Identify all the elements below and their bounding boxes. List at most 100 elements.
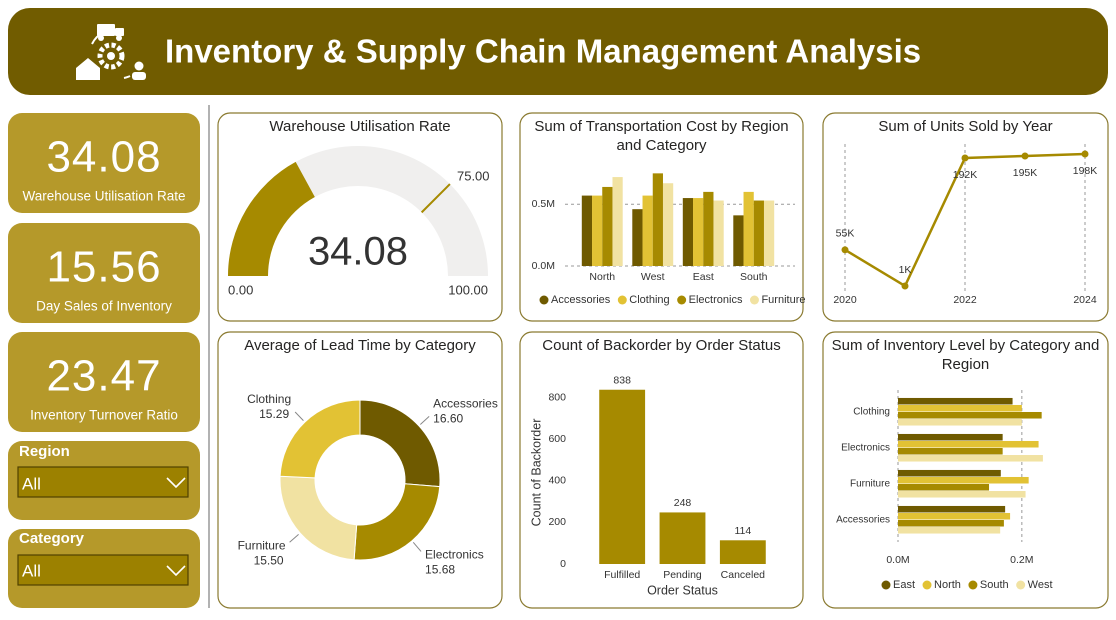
bar (632, 209, 643, 266)
bar (898, 448, 1003, 455)
x-tick-label: North (589, 271, 615, 283)
dropdown-chevron[interactable] (166, 565, 186, 577)
y-tick-label: Electronics (841, 443, 890, 454)
slice-label: Accessories (433, 397, 498, 411)
chart-title: Sum of Inventory Level by Category and R… (831, 337, 1100, 373)
slice-label: Electronics (425, 548, 484, 562)
kpi-label: Day Sales of Inventory (36, 299, 172, 314)
gauge-min-label: 0.00 (228, 282, 253, 297)
bar (703, 191, 714, 266)
y-tick-label: Clothing (853, 407, 890, 418)
bar (898, 484, 990, 491)
slicer-value[interactable]: All (22, 474, 41, 493)
y-tick-label: 200 (548, 516, 566, 528)
y-tick-label: Furniture (850, 479, 890, 490)
header-icon (76, 24, 146, 80)
legend-label: Accessories (551, 294, 611, 306)
bar (898, 412, 1042, 419)
slice-label: Furniture (238, 538, 286, 552)
line-point (1081, 150, 1089, 158)
x-tick-label: West (641, 271, 665, 283)
kpi-value: 34.08 (46, 133, 161, 182)
y-tick-label: Accessories (836, 515, 890, 526)
bar (753, 200, 764, 266)
y-tick-label: 800 (548, 391, 566, 403)
data-label: 192K (953, 169, 978, 181)
x-tick-label: Pending (663, 569, 702, 581)
bar (642, 195, 653, 266)
panel (217, 331, 503, 609)
data-label: 55K (836, 228, 855, 240)
legend-label: Clothing (629, 294, 669, 306)
y-tick-label: 400 (548, 475, 566, 487)
header-title: Inventory & Supply Chain Management Anal… (165, 33, 921, 70)
data-label: 248 (674, 497, 692, 509)
x-tick-label: Canceled (721, 569, 766, 581)
y-tick-label: 0.5M (532, 198, 555, 210)
chart-title: Count of Backorder by Order Status (542, 337, 781, 354)
slicer-dropdown[interactable] (17, 554, 189, 586)
legend-label: Furniture (761, 294, 805, 306)
bar (682, 198, 694, 266)
kpi-card (8, 113, 200, 213)
title-box: Sum of Inventory Level by Category and R… (831, 337, 1100, 373)
slicer-value[interactable]: All (22, 561, 41, 580)
bar (898, 527, 1001, 534)
slice-value: 15.29 (259, 407, 289, 421)
bar (898, 419, 1022, 426)
legend-marker (1016, 580, 1026, 590)
data-label: 114 (734, 525, 751, 537)
legend-label: East (893, 579, 915, 591)
x-tick-label: East (693, 271, 714, 283)
line-point (1021, 152, 1029, 160)
panel (217, 112, 503, 322)
x-tick-label: 2022 (953, 294, 977, 306)
bar (719, 540, 766, 564)
x-tick-label: 2020 (833, 294, 857, 306)
data-label: 1K (899, 264, 912, 276)
title-box: Sum of Transportation Cost by Region and… (534, 118, 788, 154)
kpi-value: 15.56 (46, 243, 161, 292)
line-point (901, 282, 909, 290)
bar (612, 177, 623, 266)
legend-label: North (934, 579, 961, 591)
leader-line (289, 533, 299, 543)
title-box: Count of Backorder by Order Status (542, 337, 781, 354)
kpi-card (8, 223, 200, 323)
bar (733, 215, 744, 266)
kpi-value: 23.47 (46, 352, 161, 401)
bar (898, 433, 1003, 441)
header-bar (8, 8, 1108, 95)
bar (898, 476, 1029, 484)
bar (743, 191, 754, 266)
leader-line (412, 542, 422, 552)
chart-title: Average of Lead Time by Category (244, 337, 476, 354)
donut-slice (279, 399, 361, 479)
data-label: 195K (1013, 167, 1038, 179)
chart-title: Sum of Units Sold by Year (878, 118, 1053, 135)
bar (898, 512, 1011, 520)
kpi-label: Warehouse Utilisation Rate (22, 189, 185, 204)
data-label: 198K (1073, 165, 1098, 177)
gauge-center-value: 34.08 (308, 230, 408, 274)
dropdown-chevron[interactable] (166, 477, 186, 489)
title-box: Warehouse Utilisation Rate (269, 118, 450, 135)
x-tick-label: 0.2M (1010, 554, 1033, 566)
bar (898, 491, 1026, 498)
x-tick-label: 2024 (1073, 294, 1097, 306)
bar (898, 469, 1001, 477)
title-box: Sum of Units Sold by Year (878, 118, 1053, 135)
x-axis-title: Order Status (647, 583, 718, 597)
legend-label: Electronics (689, 294, 743, 306)
y-tick-label: 0.0M (532, 260, 555, 272)
bar (898, 520, 1004, 527)
y-tick-label: 0 (560, 558, 566, 570)
bar (599, 389, 646, 564)
line-point (841, 246, 849, 254)
bar (693, 198, 704, 266)
slicer-dropdown[interactable] (17, 466, 189, 498)
title-box: Average of Lead Time by Category (244, 337, 476, 354)
slice-value: 15.68 (425, 563, 455, 577)
bar (602, 186, 613, 266)
slice-value: 16.60 (433, 412, 463, 426)
